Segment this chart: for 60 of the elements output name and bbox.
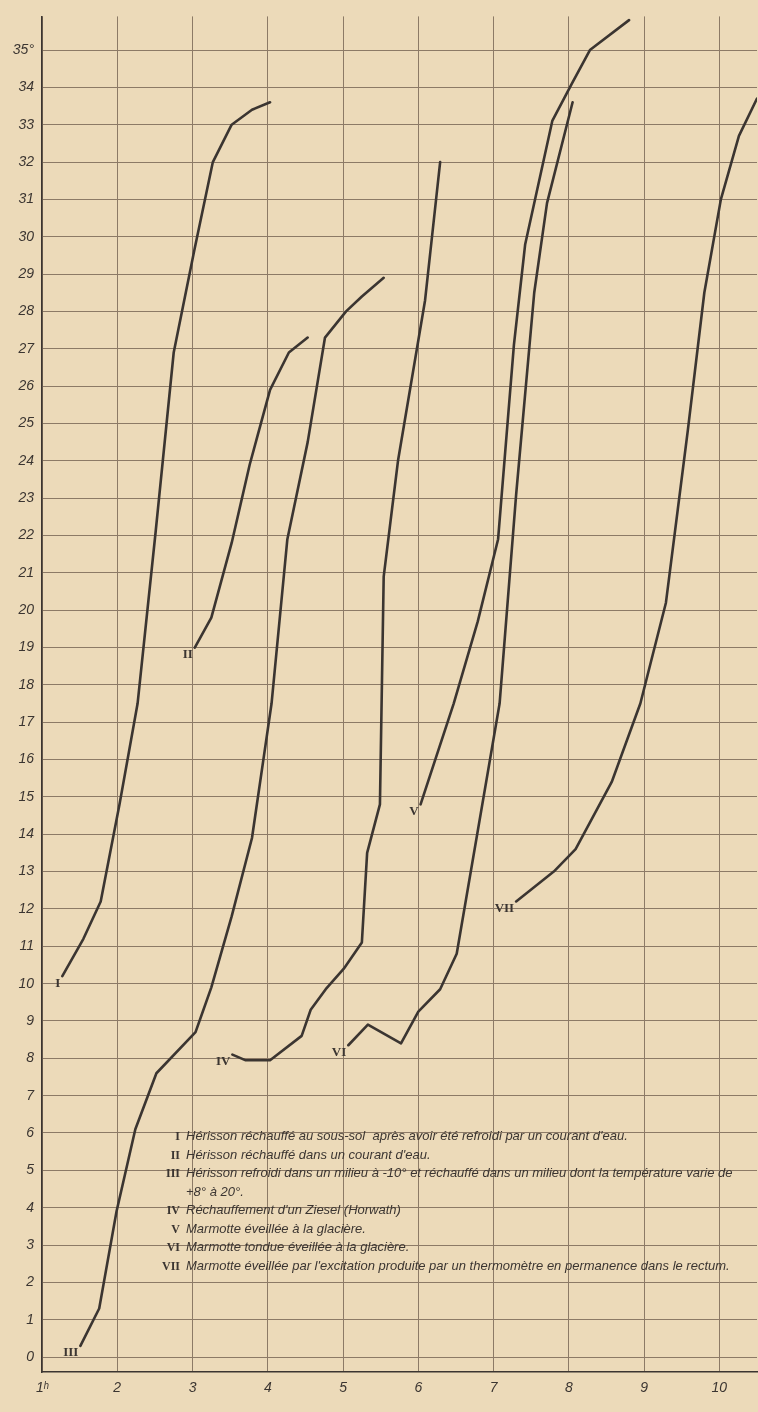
x-tick-label: 6 — [414, 1379, 423, 1396]
y-tick-label: 10 — [18, 974, 35, 991]
y-tick-label: 18 — [18, 675, 35, 692]
x-tick-label: 1ʰ — [35, 1379, 49, 1396]
y-tick-label: 0 — [26, 1347, 35, 1364]
y-tick-label: 2 — [25, 1273, 35, 1290]
series-label: VI — [331, 1043, 347, 1059]
y-tick-label: 20 — [17, 601, 35, 618]
y-tick-label: 7 — [26, 1086, 36, 1103]
series-label: III — [63, 1344, 79, 1360]
y-tick-label: 27 — [17, 339, 36, 356]
y-tick-label: 15 — [18, 787, 35, 804]
series-label: IV — [215, 1052, 232, 1068]
annotation: V Marmotte éveillée à la glacière. — [171, 1220, 366, 1236]
x-tick-label: 5 — [339, 1379, 348, 1396]
y-tick-label: 6 — [26, 1123, 35, 1140]
series-label: I — [55, 974, 61, 990]
y-tick-label: 3 — [26, 1235, 35, 1252]
y-tick-label: 31 — [18, 190, 34, 207]
annotation: I Hérisson réchauffé au sous-sol après avoir été refroidi par un courant d'eau. — [175, 1128, 628, 1143]
y-tick-label: 5 — [26, 1161, 35, 1178]
y-tick-label: 14 — [18, 825, 35, 842]
x-tick-label: 3 — [188, 1379, 197, 1396]
y-tick-label: 22 — [17, 526, 35, 543]
y-tick-label: 23 — [17, 489, 35, 506]
annotation: IV Réchauffement d'un Ziesel (Horwath) — [166, 1202, 401, 1217]
y-tick-label: 16 — [18, 750, 35, 767]
y-tick-label: 29 — [17, 264, 35, 281]
y-tick-label: 34 — [18, 78, 35, 95]
y-tick-label: 24 — [17, 451, 35, 468]
y-tick-label: 30 — [18, 227, 35, 244]
y-tick-label: 4 — [26, 1198, 35, 1215]
x-tick-label: 9 — [640, 1379, 649, 1396]
y-tick-label: 28 — [17, 302, 35, 319]
annotation: III Hérisson refroidi dans un milieu à -10° et réchauffé dans un milieu dont la température varie de +8° à 20°. — [165, 1165, 733, 1199]
y-tick-label: 19 — [18, 638, 35, 655]
y-tick-label: 26 — [17, 377, 35, 393]
y-tick-label: 35° — [12, 40, 35, 57]
y-tick-label: 9 — [26, 1011, 35, 1028]
annotation: VII Marmotte éveillée par l'excitation produite par un thermomètre en permanence dans le rectum. — [161, 1257, 730, 1273]
y-tick-label: 33 — [18, 115, 35, 132]
y-tick-label: 1 — [26, 1310, 34, 1327]
x-tick-label: 7 — [489, 1379, 499, 1396]
y-tick-label: 17 — [18, 713, 36, 730]
y-tick-label: 12 — [18, 899, 35, 916]
y-tick-label: 21 — [17, 563, 34, 580]
y-tick-label: 8 — [26, 1049, 35, 1066]
annotation: VI Marmotte tondue éveillée à la glacière. — [166, 1239, 410, 1254]
x-tick-label: 2 — [112, 1379, 122, 1396]
x-tick-label: 4 — [263, 1379, 272, 1396]
y-tick-label: 13 — [18, 862, 35, 879]
y-tick-label: 25 — [17, 414, 35, 431]
annotation: II Hérisson réchauffé dans un courant d'eau. — [170, 1146, 431, 1162]
y-tick-label: 11 — [19, 937, 34, 954]
series-label: II — [182, 645, 193, 661]
series-label: VII — [494, 899, 515, 915]
y-tick-label: 32 — [18, 152, 35, 169]
series-label: V — [409, 802, 420, 818]
x-tick-label: 8 — [564, 1379, 573, 1396]
x-tick-label: 10 — [711, 1379, 728, 1396]
